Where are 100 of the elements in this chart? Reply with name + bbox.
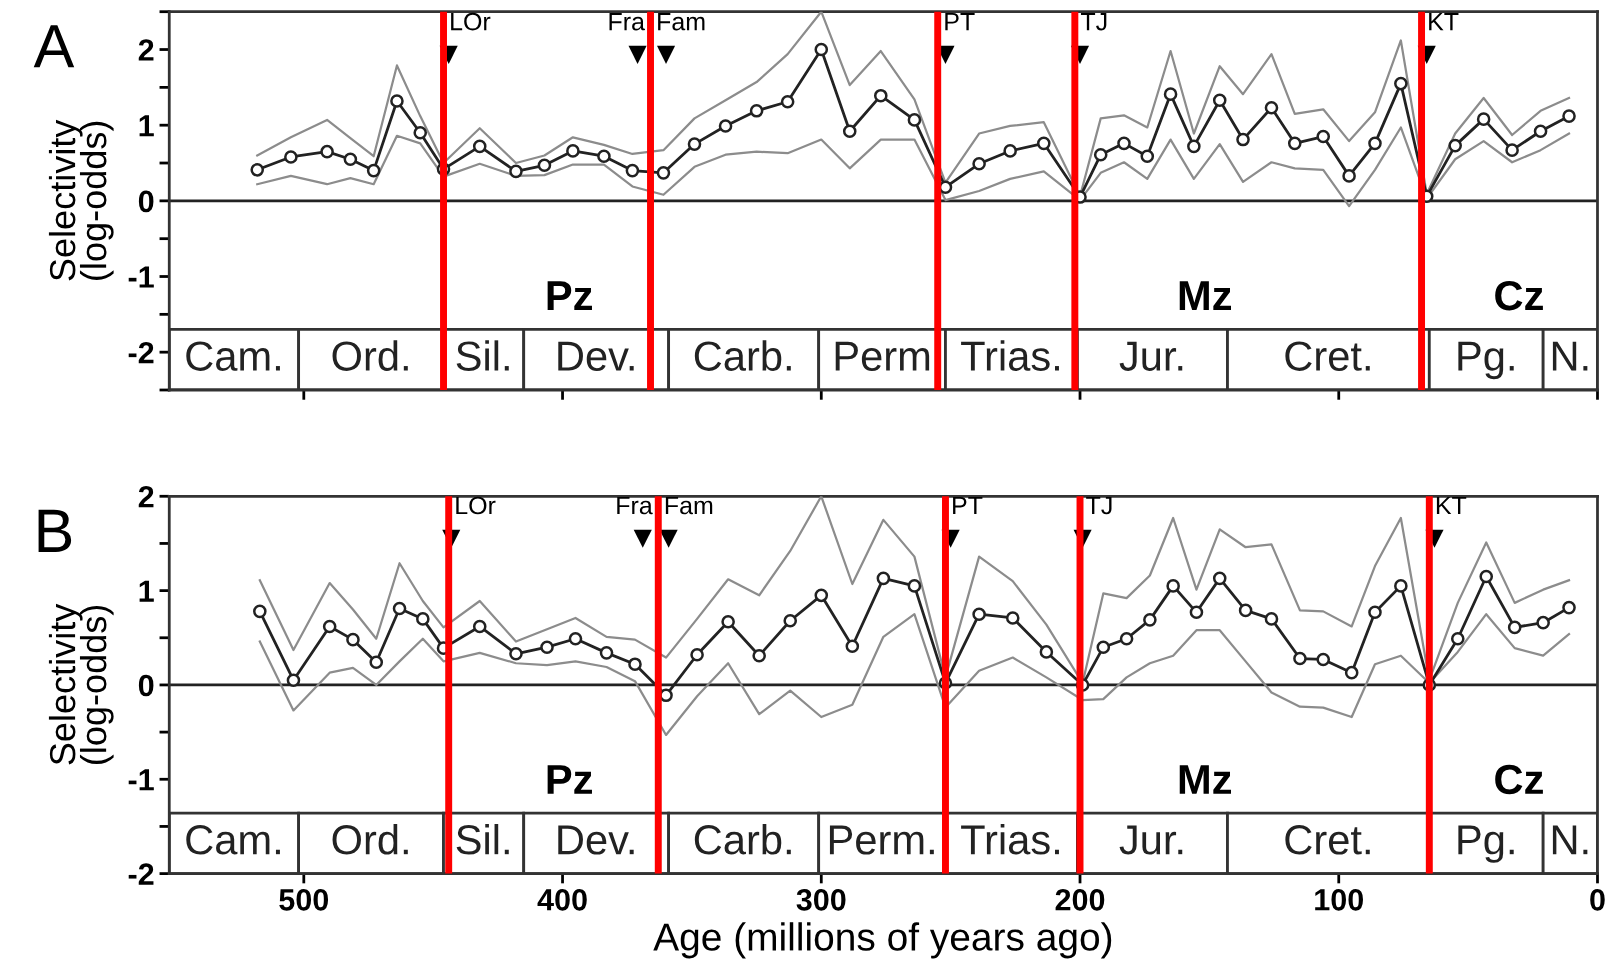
point [1448, 138, 1462, 153]
y-axis-title: Selectivity (log-odds) [48, 119, 114, 281]
point [972, 607, 986, 621]
point [540, 640, 554, 655]
point [1479, 569, 1494, 584]
point [749, 104, 764, 118]
band-label: Dev. [558, 341, 634, 371]
band-label: Trias. [961, 823, 1059, 855]
point [842, 124, 857, 139]
point [369, 655, 384, 670]
point [568, 631, 583, 646]
point [1476, 112, 1491, 126]
point [597, 149, 611, 164]
y-axis-title: Selectivity (log-odds) [48, 603, 114, 765]
point [1189, 605, 1204, 620]
point [876, 571, 891, 586]
point [1238, 603, 1253, 618]
point [783, 613, 798, 628]
point [1236, 132, 1250, 147]
y-tick-label: -1 [128, 769, 154, 791]
annotation: Mz [1179, 281, 1231, 310]
point [656, 45, 676, 64]
point [1562, 109, 1576, 123]
point [1036, 136, 1051, 151]
point [253, 604, 267, 619]
band-label: N. [1552, 825, 1588, 855]
point [1368, 136, 1382, 151]
point [509, 164, 523, 179]
point [1316, 129, 1331, 144]
band-label: Cret. [1285, 341, 1370, 371]
point [1287, 136, 1302, 151]
annotation: Cz [1495, 280, 1543, 311]
chart-title: B [38, 509, 72, 552]
band-label: Ord. [332, 340, 408, 371]
data-label: LOr [456, 496, 496, 515]
band-label: Cret. [1285, 825, 1370, 855]
point [1163, 87, 1178, 101]
point [1293, 651, 1307, 666]
data-label: Fra [617, 496, 653, 515]
point [1039, 645, 1054, 659]
point [656, 166, 671, 180]
data-label: Fam [665, 496, 713, 515]
point [628, 657, 642, 671]
y-tick-label: -1 [128, 266, 154, 288]
band-label: Perm [835, 341, 930, 371]
point [566, 144, 580, 158]
point [392, 601, 407, 616]
band-label: Carb. [694, 823, 791, 855]
point [1394, 579, 1408, 593]
point [1096, 640, 1111, 655]
point [687, 137, 702, 151]
point [907, 579, 922, 593]
point [972, 156, 986, 171]
point [1143, 613, 1157, 627]
point [1117, 136, 1131, 151]
y-tick-label: 0 [138, 674, 154, 697]
data-label: PT [953, 496, 983, 515]
annotation: Cz [1495, 764, 1543, 795]
band-label: Ord. [332, 823, 408, 855]
point [1003, 144, 1017, 158]
band-label: Cam. [186, 341, 280, 371]
point [659, 529, 678, 548]
chart-title: A [33, 25, 75, 68]
point [472, 139, 487, 154]
point [873, 88, 888, 103]
point [1342, 169, 1356, 183]
band-label: Jur. [1119, 825, 1183, 855]
point [1316, 652, 1331, 667]
point [390, 94, 404, 108]
x-tick-label: 0 [1590, 888, 1605, 911]
point [472, 619, 487, 634]
point [1166, 579, 1180, 593]
point [690, 647, 704, 662]
data-label: Fam [658, 13, 705, 31]
data-label: Fra [609, 13, 645, 31]
point [1264, 612, 1279, 626]
point [1562, 600, 1576, 615]
band-label: Cam. [186, 825, 280, 855]
y-tick-label: 1 [139, 580, 154, 602]
y-tick-label: 2 [138, 486, 154, 508]
point [845, 639, 860, 654]
point [284, 150, 298, 164]
band-label: Sil. [456, 340, 509, 371]
point [814, 588, 829, 603]
point [250, 163, 265, 177]
y-tick-label: -2 [128, 863, 154, 885]
point [1368, 605, 1382, 620]
point [346, 632, 360, 647]
band-label: Carb. [694, 340, 791, 371]
x-tick-label: 500 [279, 888, 329, 911]
point [1450, 631, 1465, 646]
data-label: KT [1436, 496, 1467, 515]
point [752, 648, 766, 663]
point [366, 163, 381, 178]
point [509, 647, 523, 661]
point [1212, 571, 1227, 586]
point [416, 612, 430, 626]
y-tick-label: -2 [128, 341, 154, 364]
point [286, 673, 301, 688]
data-label: LOr [451, 12, 491, 31]
